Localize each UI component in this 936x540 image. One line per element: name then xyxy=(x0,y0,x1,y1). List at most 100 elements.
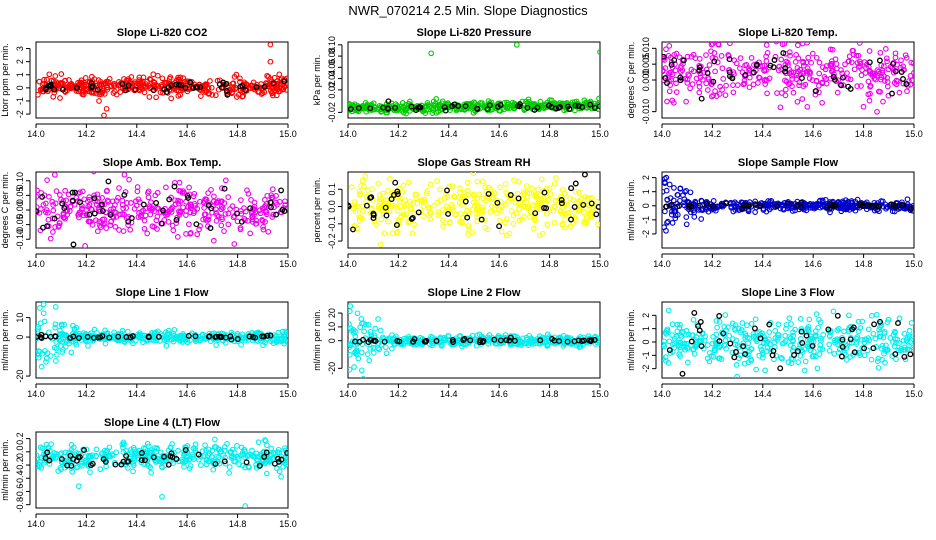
data-point xyxy=(213,218,220,224)
data-point xyxy=(482,184,489,190)
data-point xyxy=(726,332,733,339)
data-point xyxy=(415,209,422,216)
x-tick-label: 14.8 xyxy=(541,129,559,139)
data-point xyxy=(704,342,711,348)
data-point xyxy=(107,209,114,216)
data-point xyxy=(696,83,703,90)
data-point xyxy=(680,57,687,64)
y-tick-label: 10 xyxy=(327,322,337,332)
data-point xyxy=(36,463,43,470)
data-point xyxy=(892,68,899,75)
data-point xyxy=(666,74,672,81)
data-point xyxy=(538,176,545,183)
data-point xyxy=(150,454,157,461)
data-point xyxy=(763,67,769,74)
data-point xyxy=(703,80,710,87)
data-point xyxy=(734,373,740,378)
data-point xyxy=(777,104,784,111)
data-point xyxy=(822,66,829,73)
data-point xyxy=(269,186,276,193)
x-tick-label: 14.8 xyxy=(229,259,247,269)
data-point xyxy=(149,223,156,230)
data-point xyxy=(568,185,575,192)
data-point xyxy=(212,460,219,467)
data-point xyxy=(348,351,353,358)
data-point xyxy=(195,451,202,458)
data-point xyxy=(557,335,564,341)
y-tick-label: -2 xyxy=(641,365,651,373)
data-point xyxy=(532,210,539,217)
data-point xyxy=(274,455,281,462)
data-point xyxy=(239,462,246,469)
data-point xyxy=(56,222,62,229)
data-point xyxy=(849,326,856,333)
data-point xyxy=(474,332,481,339)
data-point xyxy=(593,211,600,218)
data-point xyxy=(351,199,358,205)
data-point xyxy=(516,205,522,212)
data-point xyxy=(741,80,748,87)
data-point xyxy=(190,193,197,200)
data-point xyxy=(884,83,891,90)
data-point xyxy=(819,198,826,204)
data-point xyxy=(224,91,231,98)
data-point xyxy=(804,325,811,332)
data-point xyxy=(51,89,58,96)
y-tick-label: 0 xyxy=(641,339,651,344)
data-point xyxy=(186,221,192,228)
y-tick-label: -0.1 xyxy=(327,216,337,232)
data-point xyxy=(154,189,161,196)
data-point xyxy=(91,192,98,199)
x-tick-label: 14.4 xyxy=(440,129,458,139)
data-point xyxy=(491,206,498,213)
data-point xyxy=(71,325,78,332)
data-point xyxy=(352,333,359,340)
data-point xyxy=(513,210,520,217)
data-point xyxy=(46,329,52,336)
data-point xyxy=(68,462,75,469)
data-point xyxy=(212,436,218,443)
data-point xyxy=(101,216,108,223)
data-point xyxy=(58,466,64,473)
data-point xyxy=(216,81,223,88)
data-point xyxy=(143,81,150,88)
data-point xyxy=(511,177,517,183)
data-point xyxy=(890,60,897,67)
data-point xyxy=(833,78,839,85)
data-point xyxy=(238,341,244,348)
data-point xyxy=(395,217,402,223)
data-point xyxy=(726,67,733,73)
data-point xyxy=(99,208,106,214)
data-point xyxy=(858,83,864,89)
data-point xyxy=(444,187,450,194)
x-tick-label: 15.0 xyxy=(279,129,297,139)
data-point xyxy=(456,337,463,344)
y-axis-label: ml/min per min. xyxy=(0,439,10,501)
data-point xyxy=(515,341,521,348)
data-point xyxy=(405,179,412,186)
data-point xyxy=(437,186,443,193)
data-point xyxy=(177,91,184,98)
data-point xyxy=(348,106,354,112)
data-point xyxy=(103,225,110,231)
data-point xyxy=(662,57,668,63)
data-point xyxy=(264,72,270,79)
data-point xyxy=(775,200,781,207)
x-tick-label: 14.8 xyxy=(855,129,873,139)
data-point xyxy=(478,209,485,216)
data-point xyxy=(812,332,818,339)
data-point xyxy=(122,189,129,195)
data-point xyxy=(392,104,399,111)
data-point xyxy=(847,76,854,83)
data-point xyxy=(58,71,65,77)
data-point xyxy=(726,56,733,63)
data-point xyxy=(123,205,130,211)
data-point xyxy=(451,193,457,200)
data-point xyxy=(242,208,249,215)
data-point xyxy=(903,337,910,344)
data-point xyxy=(880,98,886,105)
data-point xyxy=(474,105,480,112)
data-point xyxy=(674,321,681,328)
data-point xyxy=(576,198,582,204)
data-point xyxy=(676,203,683,209)
